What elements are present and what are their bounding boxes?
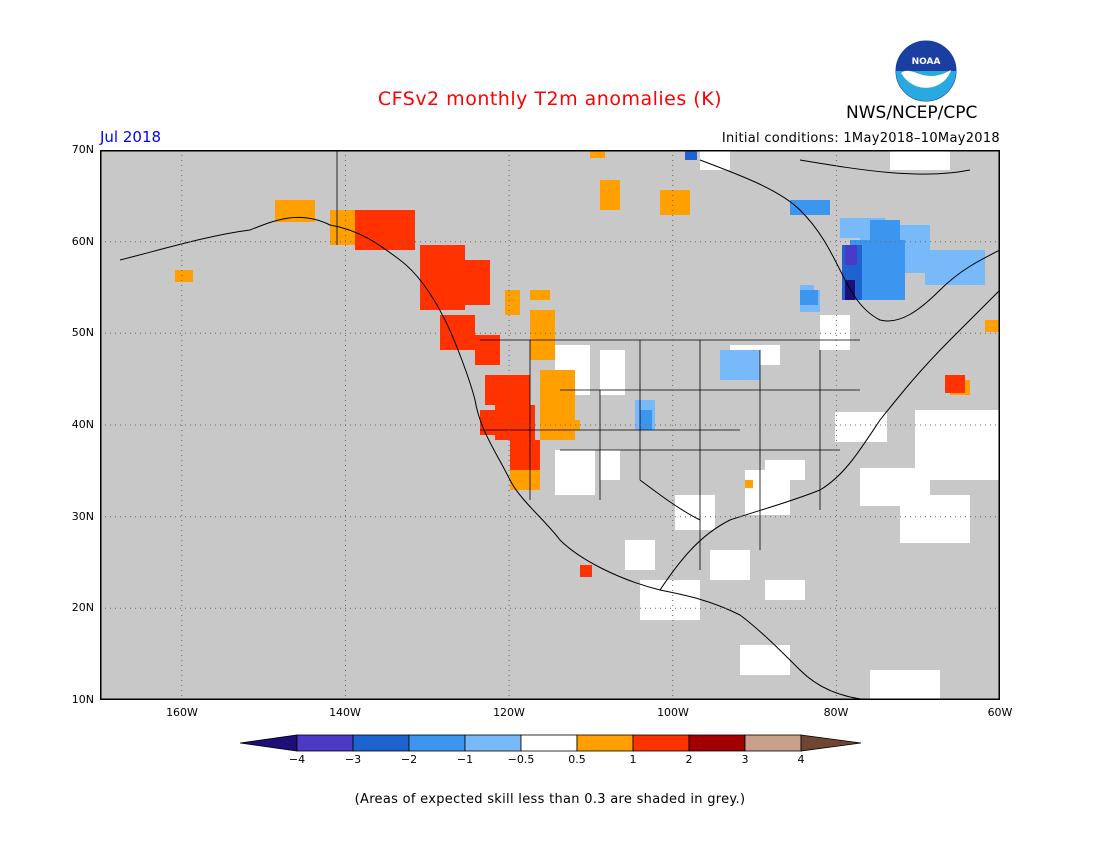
lon-label-60w: 60W xyxy=(987,706,1013,719)
legend-label: −3 xyxy=(344,753,362,766)
lon-label-140w: 140W xyxy=(329,706,361,719)
legend-swatch xyxy=(688,734,746,752)
initial-conditions: Initial conditions: 1May2018–10May2018 xyxy=(721,131,1000,146)
lat-label-30n: 30N xyxy=(71,510,94,523)
lat-label-40n: 40N xyxy=(71,418,94,431)
color-legend xyxy=(240,734,862,752)
lon-label-120w: 120W xyxy=(493,706,525,719)
legend-label: −1 xyxy=(456,753,474,766)
graticule xyxy=(100,150,1000,700)
lon-label-100w: 100W xyxy=(657,706,689,719)
legend-label: 0.5 xyxy=(568,753,586,766)
skill-footnote: (Areas of expected skill less than 0.3 a… xyxy=(354,792,746,807)
lon-label-160w: 160W xyxy=(166,706,198,719)
forecast-month: Jul 2018 xyxy=(100,128,162,146)
legend-label: 4 xyxy=(797,753,805,766)
legend-label: 2 xyxy=(685,753,693,766)
lon-label-80w: 80W xyxy=(823,706,849,719)
legend-label: −4 xyxy=(288,753,306,766)
legend-swatch xyxy=(408,734,466,752)
legend-swatch xyxy=(576,734,634,752)
legend-swatch xyxy=(464,734,522,752)
lat-label-70n: 70N xyxy=(71,143,94,156)
strong-cool-anomaly-areas xyxy=(685,150,862,300)
lat-label-50n: 50N xyxy=(71,326,94,339)
noaa-logo-icon: NOAA xyxy=(895,40,957,102)
chart-title: CFSv2 monthly T2m anomalies (K) xyxy=(377,88,723,110)
lat-label-20n: 20N xyxy=(71,601,94,614)
organization-label: NWS/NCEP/CPC xyxy=(846,103,978,123)
legend-swatch xyxy=(744,734,802,752)
coastlines xyxy=(119,159,1000,700)
anomaly-map xyxy=(100,150,1000,700)
legend-swatch xyxy=(296,734,354,752)
lat-label-60n: 60N xyxy=(71,235,94,248)
legend-arrow-high xyxy=(800,734,862,752)
legend-label: 1 xyxy=(629,753,637,766)
legend-label: −0.5 xyxy=(507,753,535,766)
lat-label-10n: 10N xyxy=(71,693,94,706)
legend-label: 3 xyxy=(741,753,749,766)
legend-label: −2 xyxy=(400,753,418,766)
strong-warm-anomaly-areas xyxy=(355,210,965,577)
logo-text: NOAA xyxy=(912,57,941,67)
map-frame xyxy=(100,150,1000,700)
legend-swatch xyxy=(632,734,690,752)
legend-swatch xyxy=(352,734,410,752)
legend-swatch xyxy=(520,734,578,752)
legend-arrow-low xyxy=(240,734,298,752)
